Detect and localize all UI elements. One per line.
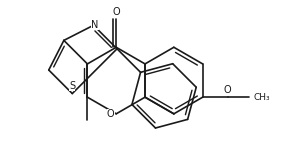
Text: O: O bbox=[112, 7, 120, 17]
Text: N: N bbox=[91, 20, 99, 30]
Text: O: O bbox=[107, 109, 114, 119]
Text: CH₃: CH₃ bbox=[253, 93, 270, 102]
Text: S: S bbox=[69, 81, 75, 91]
Text: O: O bbox=[224, 85, 232, 95]
